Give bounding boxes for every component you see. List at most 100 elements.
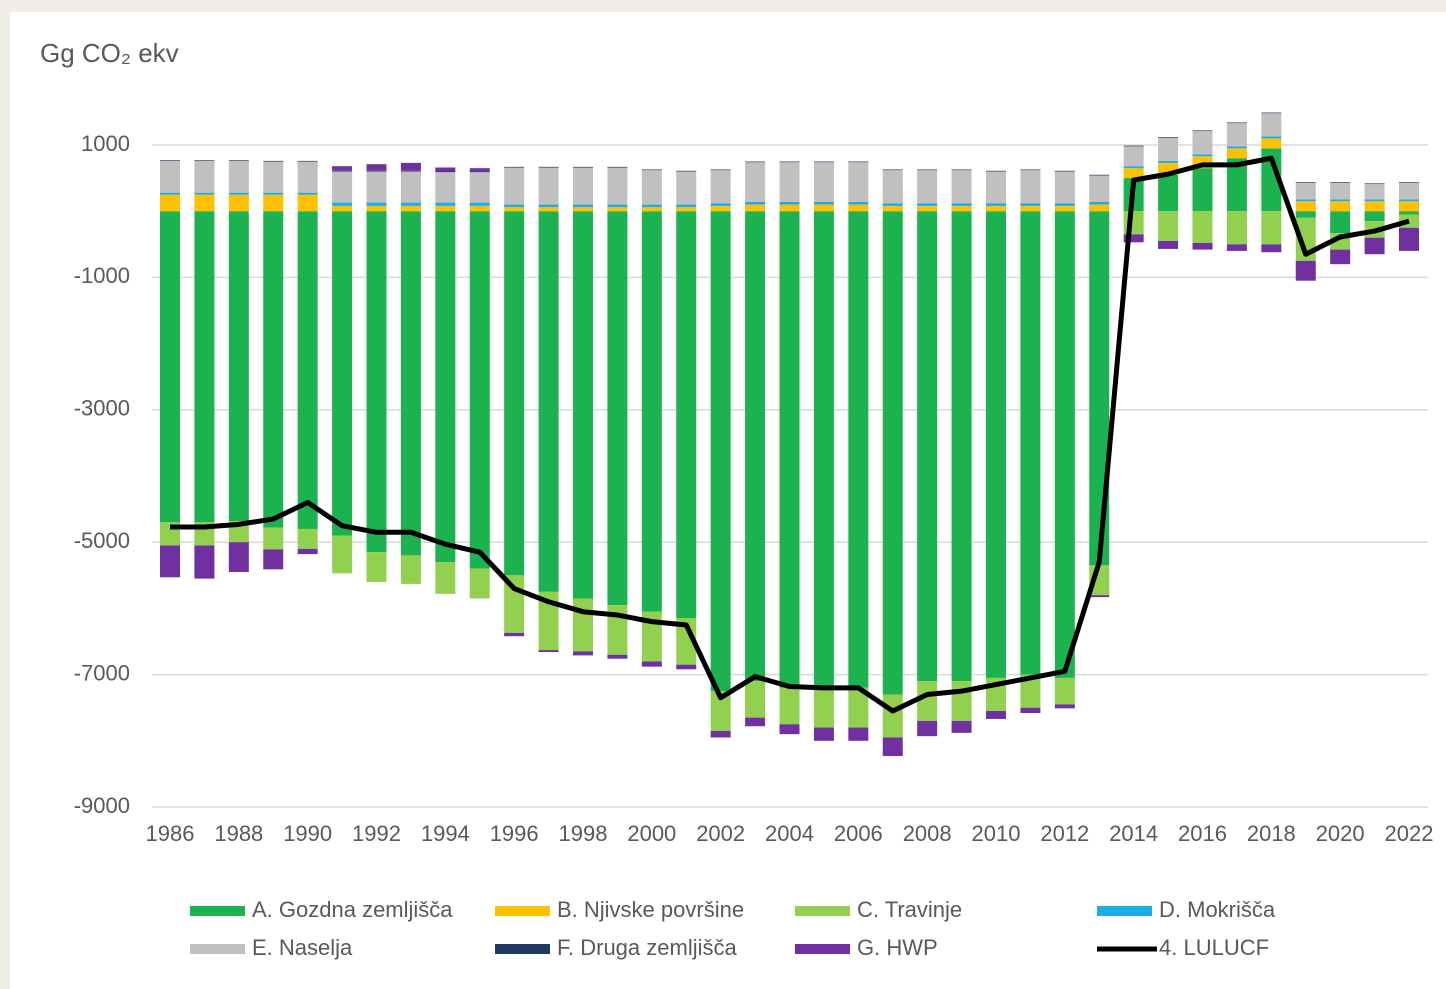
bar-segment (1158, 160, 1179, 163)
bar-segment (263, 527, 284, 550)
bar-segment (779, 201, 800, 205)
bar-segment (676, 171, 697, 205)
bar-segment (263, 160, 284, 162)
legend-swatch (795, 906, 850, 916)
bar-segment (228, 192, 249, 195)
bar-segment (573, 204, 593, 208)
bar-segment (813, 204, 834, 212)
bar-segment (297, 160, 318, 162)
bar-segment (435, 167, 456, 172)
bar-segment (538, 204, 559, 208)
bar-segment (917, 720, 938, 737)
bar-segment (469, 202, 490, 206)
bar-segment (1158, 240, 1179, 249)
x-tick-label: 2008 (903, 821, 952, 846)
bar-segment (228, 542, 249, 572)
bar-segment (1054, 203, 1075, 206)
bar-segment (1226, 146, 1247, 149)
bar-segment (951, 203, 972, 206)
x-tick-label: 1998 (559, 821, 608, 846)
bar-segment (263, 161, 284, 193)
bar-segment (641, 170, 662, 205)
bar-segment (366, 202, 387, 206)
bar-segment (435, 205, 456, 212)
bar-segment (917, 170, 938, 204)
bar-segment (435, 202, 456, 206)
bar-segment (263, 194, 284, 212)
bar-segment (607, 207, 628, 212)
bar-segment (1364, 184, 1385, 200)
bar-segment (194, 192, 215, 195)
bar-segment (1330, 249, 1351, 265)
x-tick-label: 2014 (1109, 821, 1158, 846)
bar-segment (607, 211, 628, 606)
bar-segment (1295, 260, 1316, 281)
bar-segment (1054, 677, 1075, 705)
bar-segment (400, 211, 421, 556)
bar-segment (1192, 211, 1213, 243)
bar-segment (332, 535, 353, 574)
x-tick-label: 2016 (1178, 821, 1227, 846)
bar-segment (848, 727, 869, 741)
bar-segment (504, 166, 525, 168)
bar-segment (1123, 145, 1144, 147)
bar-segment (297, 528, 318, 549)
bar-segment (848, 201, 869, 205)
bar-segment (1261, 113, 1282, 137)
bar-segment (469, 568, 490, 599)
bar-segment (1020, 205, 1041, 212)
legend-label: 4. LULUCF (1159, 935, 1269, 960)
bar-segment (813, 161, 834, 163)
x-tick-label: 1988 (214, 821, 263, 846)
bar-segment (1261, 138, 1282, 149)
bar-segment (160, 160, 180, 193)
bar-segment (1123, 234, 1144, 243)
bar-segment (469, 211, 490, 569)
bar-segment (1020, 674, 1041, 708)
bar-segment (400, 170, 421, 172)
x-tick-label: 1986 (146, 821, 195, 846)
bar-segment (1330, 199, 1351, 202)
bar-segment (194, 211, 215, 523)
bar-segment (641, 169, 662, 171)
bar-segment (1399, 201, 1419, 212)
x-tick-label: 2000 (627, 821, 676, 846)
bar-segment (1226, 244, 1247, 251)
bar-segment (641, 204, 662, 208)
x-tick-label: 2018 (1247, 821, 1296, 846)
bar-segment (263, 192, 284, 195)
bar-segment (676, 204, 697, 208)
bar-segment (1364, 211, 1385, 222)
bar-segment (504, 167, 525, 205)
bar-segment (332, 211, 353, 536)
bar-segment (1089, 175, 1110, 202)
bar-segment (366, 171, 387, 203)
bar-segment (366, 170, 387, 172)
bar-segment (1054, 205, 1075, 212)
bar-segment (228, 211, 249, 522)
legend-swatch (190, 906, 245, 916)
bar-segment (538, 591, 559, 651)
bar-segment (1089, 211, 1110, 566)
bar-segment (745, 204, 766, 212)
bar-segment (813, 201, 834, 205)
x-tick-label: 2020 (1316, 821, 1365, 846)
bar-segment (332, 205, 353, 212)
bar-segment (160, 160, 180, 161)
bar-segment (745, 161, 766, 163)
x-tick-label: 2022 (1385, 821, 1434, 846)
bar-segment (332, 171, 353, 203)
bar-segment (745, 162, 766, 202)
bar-segment (882, 737, 903, 757)
bar-segment (986, 205, 1006, 212)
bar-segment (1158, 137, 1179, 138)
bar-segment (951, 211, 972, 682)
bar-segment (779, 211, 800, 688)
bar-segment (917, 681, 938, 721)
bar-segment (607, 204, 628, 208)
bar-segment (745, 681, 766, 718)
bar-segment (882, 169, 903, 171)
bar-segment (297, 548, 318, 555)
bar-segment (641, 661, 662, 667)
bar-segment (1226, 148, 1247, 159)
